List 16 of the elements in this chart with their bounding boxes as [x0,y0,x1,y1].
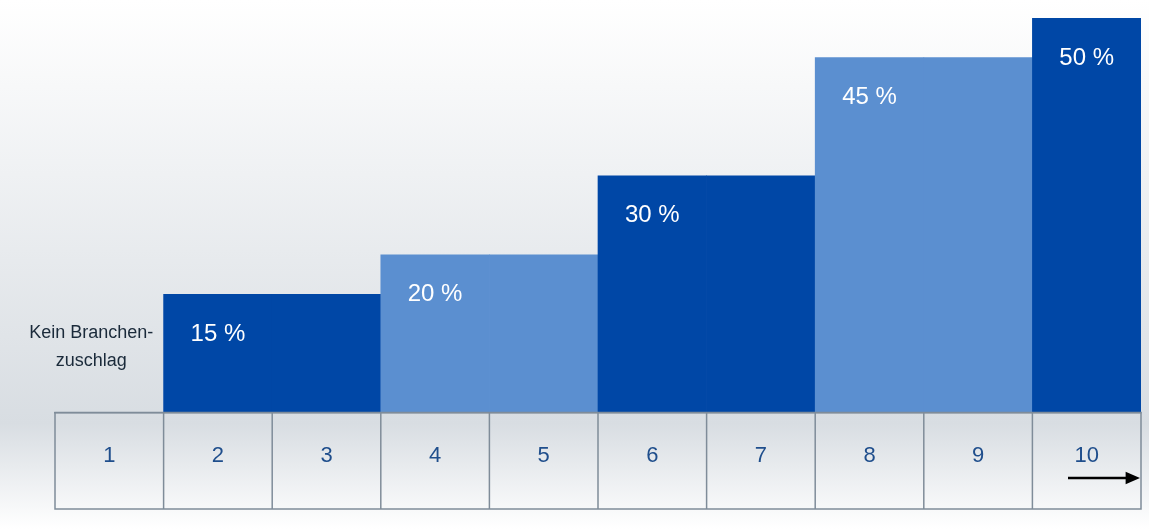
x-tick-label: 3 [320,441,333,467]
data-label: 20 % [407,279,463,307]
x-tick-label: 6 [646,441,659,467]
data-label: 45 % [842,82,897,110]
x-tick-label: 1 [103,441,116,467]
x-tick-label: 4 [428,441,442,467]
annotation: Kein Branchen- zuschlag [29,321,154,370]
x-tick-label: 7 [754,441,768,467]
data-label: 50 % [1059,42,1115,70]
x-tick-label: 2 [211,441,225,467]
x-tick-label: 8 [863,441,876,467]
data-label: 15 % [190,318,246,346]
data-label: 30 % [624,200,680,228]
x-tick-label: 9 [971,441,985,467]
x-tick-label: 10 [1074,441,1099,467]
x-tick-label: 5 [537,441,550,467]
